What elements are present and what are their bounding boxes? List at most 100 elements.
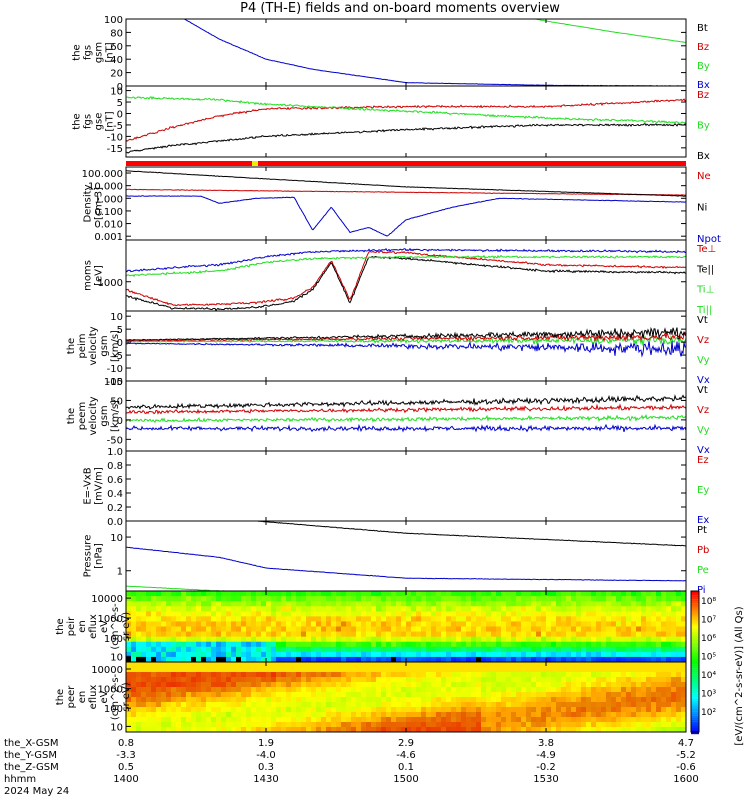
series-Ti|| [126, 254, 686, 278]
series-Te|| [126, 256, 686, 311]
y-label-line: peer [66, 685, 77, 709]
y-tick-label: -5 [113, 351, 123, 362]
legend-Ex: Ex [697, 515, 709, 526]
colorbar-cell [691, 638, 699, 641]
colorbar-cell [691, 717, 699, 720]
y-tick-label: 10 [110, 533, 123, 544]
y-tick-label: 0.8 [107, 461, 123, 472]
plot-area [126, 591, 686, 662]
colorbar-cell [691, 693, 699, 696]
y-tick-label: 100 [104, 634, 123, 645]
x-axis-block: the_X-GSM 0.8 1.9 2.9 3.8 4.7 the_Y-GSM -3.3 -4.… [4, 738, 699, 797]
y-label-line: [nT] [105, 111, 116, 131]
series-blue [126, 423, 686, 433]
legend-Ez: Ez [697, 455, 709, 466]
colorbar-cell [691, 707, 699, 710]
y-axis-label: Pressure [nPa] [83, 535, 105, 578]
y-label-line: [eV] [94, 265, 105, 286]
legend-Vx: Vx [697, 445, 710, 456]
colorbar-cell [691, 730, 699, 733]
y-label-line: (cm^2-s- [110, 603, 121, 650]
x-tick-label: -4.9 [536, 750, 556, 761]
colorbar-cell [691, 697, 699, 700]
colorbar-cell [691, 660, 699, 663]
series-Te⊥ [126, 250, 686, 307]
series-blue [126, 340, 686, 358]
colorbar-tick: 10⁷ [701, 616, 716, 626]
colorbar-cell [691, 683, 699, 686]
y-label-line: velocity [88, 326, 99, 365]
colorbar-cell [691, 668, 699, 671]
colorbar-cell [691, 611, 699, 614]
legend-Bz: Bz [697, 90, 709, 101]
series-Bx [126, 123, 686, 154]
legend-Vt: Vt [697, 315, 708, 326]
y-label-line: peem [77, 402, 88, 430]
y-tick-label: 1.000 [94, 194, 123, 205]
y-label-line: velocity [88, 396, 99, 435]
colorbar-cell [691, 625, 699, 628]
colorbar-cell [691, 613, 699, 616]
y-tick-label: 100.000 [82, 169, 123, 180]
panel-frame [125, 85, 687, 158]
y-label-line: (cm^2-s- [110, 673, 121, 720]
colorbar-cell [691, 644, 699, 647]
y-label-line: [cm-3] [94, 187, 105, 220]
plot-area [126, 521, 686, 591]
series-black [126, 326, 686, 341]
y-tick-label: 1000 [98, 278, 123, 289]
y-tick-label: 0.6 [107, 475, 123, 486]
colorbar-cell [691, 709, 699, 712]
y-tick-label: -15 [107, 144, 123, 155]
panel-frame [125, 450, 687, 522]
y-label-line: eV [99, 620, 110, 633]
colorbar-cell [691, 678, 699, 682]
colorbar-cell [691, 701, 699, 704]
panel-peer_en_eflux: 10000 1000 100 10 the peer en eflux eV (cm^2-s-sr… [55, 661, 687, 733]
colorbar-tick: 10⁸ [701, 597, 716, 607]
colorbar-cell [691, 652, 699, 655]
y-label-line: fgs [83, 45, 94, 60]
colorbar-cell [691, 732, 699, 735]
colorbar-cell [691, 631, 699, 635]
y-tick-label: 0.010 [94, 220, 123, 231]
y-tick-label: 10 [110, 722, 123, 733]
panel-peim_velocity: 10 5 0 -5 -10 -15 the peim velocity gsm [km/s] Vt Vz… [66, 310, 710, 388]
colorbar-frame [690, 590, 700, 733]
plot-area [126, 170, 686, 237]
x-tick-label: -4.0 [256, 750, 276, 761]
colorbar-cell [691, 680, 699, 684]
legend-Pe: Pe [697, 565, 709, 576]
x-tick-label: 0.3 [258, 762, 274, 773]
colorbar-tick: 10⁶ [701, 634, 716, 644]
colorbar-cell [691, 695, 699, 698]
colorbar-cell [691, 627, 699, 630]
y-tick-label: 0 [117, 416, 123, 427]
colorbar-cell [691, 601, 699, 604]
x-tick-label: -3.3 [116, 750, 136, 761]
legend-Ey: Ey [697, 485, 709, 496]
legend-Vx: Vx [697, 375, 710, 386]
legend-Vt: Vt [697, 385, 708, 396]
legend-Te||: Te|| [696, 264, 714, 275]
colorbar-cell [691, 689, 699, 692]
legend-Vy: Vy [697, 425, 710, 436]
y-label-line: gsm [99, 335, 110, 356]
y-tick-label: 10 [110, 652, 123, 663]
y-label-line: Pressure [83, 535, 94, 578]
x-tick-label: 1600 [673, 774, 698, 785]
colorbar-cell [691, 595, 699, 598]
y-label-line: [nT] [105, 42, 116, 62]
x-tick-label: 2.9 [398, 738, 414, 749]
legend-Ti⊥: Ti⊥ [696, 285, 714, 296]
colorbar-cell [691, 591, 699, 594]
y-tick-label: -10 [107, 132, 123, 143]
colorbar-cell [691, 672, 699, 675]
panel-frame [125, 166, 687, 241]
y-label-line: en [77, 691, 88, 704]
legend-Npot: Npot [697, 234, 721, 245]
x-tick-label: 0.5 [118, 762, 134, 773]
colorbar-cell [691, 636, 699, 639]
y-tick-label: 0.2 [107, 503, 123, 514]
